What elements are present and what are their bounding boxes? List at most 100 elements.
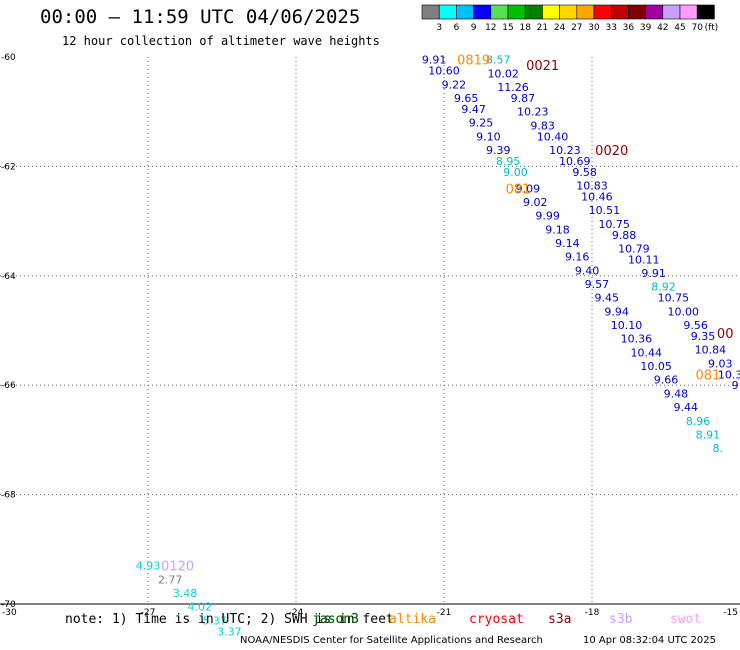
- track-time-label: 081: [696, 368, 721, 383]
- colorbar-label: 12: [485, 23, 496, 33]
- footer-note: note: 1) Time is in UTC; 2) SWH is in fe…: [65, 612, 394, 627]
- data-point-label: 5.37: [202, 614, 227, 627]
- data-point-label: 9.57: [585, 278, 610, 291]
- colorbar-label: 27: [571, 23, 582, 33]
- legend-swot: swot: [670, 612, 702, 627]
- data-point-label: 9.91: [422, 54, 447, 67]
- legend-s3b: s3b: [609, 612, 633, 627]
- data-point-label: 9.83: [530, 119, 555, 132]
- data-point-label: 9.44: [673, 401, 698, 414]
- data-point-label: 9.16: [565, 251, 590, 264]
- colorbar-swatch: [662, 4, 681, 20]
- colorbar-label: 18: [519, 23, 531, 33]
- data-point-label: 10.05: [640, 360, 672, 373]
- colorbar-swatch: [421, 4, 440, 20]
- colorbar-label: 21: [537, 23, 548, 33]
- data-point-label: 8.: [713, 442, 724, 455]
- data-point-label: 11.26: [497, 81, 529, 94]
- data-point-label: 10.84: [695, 344, 727, 357]
- legend-jason3: jason3: [312, 612, 359, 627]
- colorbar-swatch: [645, 4, 664, 20]
- data-point-label: 10.51: [589, 204, 621, 217]
- legend-jason3-overlap: jason3: [312, 612, 359, 627]
- data-point-label: 3.48: [173, 587, 198, 600]
- y-tick-label: -68: [1, 491, 16, 501]
- data-point-label: 10.79: [618, 242, 650, 255]
- data-point-label: 2.77: [158, 573, 183, 586]
- data-point-label: 9.35: [691, 330, 716, 343]
- data-point-label: 9.91: [641, 267, 666, 280]
- data-point-label: 9.48: [664, 387, 689, 400]
- colorbar-label: 30: [588, 23, 600, 33]
- legend-cryosat: cryosat: [469, 612, 524, 627]
- data-point-label: 9.10: [476, 130, 501, 143]
- colorbar-label: 42: [657, 23, 668, 33]
- data-point-label: 10.60: [428, 65, 460, 78]
- track-time-label: 0819: [457, 54, 490, 69]
- data-point-label: 10.83: [576, 180, 608, 193]
- x-tick-label: -18: [585, 608, 600, 618]
- colorbar-label: 15: [502, 23, 513, 33]
- colorbar-swatch: [679, 4, 698, 20]
- data-point-label: 8.91: [696, 428, 721, 441]
- data-point-label: 9.56: [683, 319, 708, 332]
- data-point-label: 9.47: [461, 103, 486, 116]
- data-point-label: 9.02: [523, 196, 548, 209]
- colorbar-swatch: [576, 4, 595, 20]
- colorbar-swatch: [473, 4, 492, 20]
- chart-subtitle: 12 hour collection of altimeter wave hei…: [62, 34, 380, 48]
- y-tick-label: -66: [1, 381, 16, 391]
- data-point-label: 9.25: [469, 117, 494, 130]
- colorbar-label: 39: [640, 23, 652, 33]
- data-point-label: 9.39: [486, 144, 511, 157]
- x-tick-label: -30: [2, 608, 17, 618]
- data-point-label: 10.44: [631, 346, 663, 359]
- data-point-label: 3.37: [217, 625, 242, 638]
- y-tick-label: -70: [1, 600, 16, 610]
- data-point-label: 9.18: [545, 223, 570, 236]
- track-time-label: 0021: [526, 59, 559, 74]
- colorbar-swatch: [593, 4, 612, 20]
- colorbar-unit: (ft): [705, 23, 719, 33]
- data-point-label: 9.99: [535, 210, 560, 223]
- data-point-label: 9: [732, 379, 739, 392]
- data-point-label: 9.58: [572, 166, 597, 179]
- data-point-label: 10.02: [487, 67, 519, 80]
- data-point-label: 10.69: [559, 155, 591, 168]
- data-point-label: 9.66: [654, 374, 679, 387]
- data-point-label: 10.75: [598, 218, 630, 231]
- colorbar-swatch: [490, 4, 509, 20]
- data-point-label: 9.45: [595, 292, 620, 305]
- footer-date: 10 Apr 08:32:04 UTC 2025: [583, 635, 716, 646]
- colorbar-label: 70: [691, 23, 703, 33]
- data-point-label: 4.02: [188, 601, 213, 614]
- colorbar-swatch: [542, 4, 560, 20]
- colorbar-swatch: [628, 4, 646, 20]
- data-point-label: 8.95: [496, 155, 521, 168]
- data-point-label: 10.11: [628, 253, 660, 266]
- x-tick-label: -15: [723, 608, 738, 618]
- y-tick-label: -64: [1, 272, 16, 282]
- data-point-label: 10.40: [537, 130, 569, 143]
- track-time-label: 0120: [161, 560, 194, 575]
- data-point-label: 9.40: [575, 264, 600, 277]
- data-point-label: 9.03: [708, 357, 733, 370]
- x-tick-label: -24: [289, 608, 304, 618]
- colorbar-swatch: [559, 4, 578, 20]
- data-point-label: 9.94: [604, 305, 629, 318]
- data-point-label: 10.36: [621, 333, 653, 346]
- colorbar-swatch: [524, 4, 543, 20]
- data-point-label: 10.3: [718, 368, 740, 381]
- data-point-label: 9.65: [454, 92, 479, 105]
- data-point-label: 8.57: [486, 54, 511, 67]
- data-point-label: 9.88: [612, 229, 637, 242]
- data-point-label: 10.75: [658, 292, 690, 305]
- data-point-label: 9.14: [555, 237, 580, 250]
- colorbar-label: 9: [471, 23, 477, 33]
- colorbar-label: 3: [436, 23, 442, 33]
- data-point-label: 9.87: [511, 92, 536, 105]
- track-time-label: 0020: [595, 144, 628, 159]
- footer-credit: NOAA/NESDIS Center for Satellite Applica…: [240, 635, 543, 646]
